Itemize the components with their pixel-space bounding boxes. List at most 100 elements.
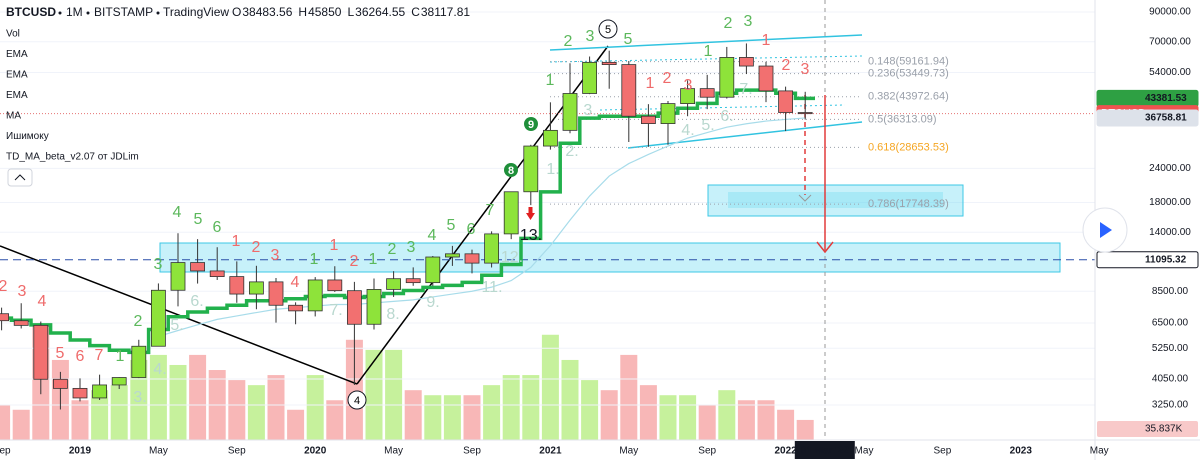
arrow-head: [798, 194, 812, 202]
td-count: 1: [546, 72, 555, 89]
volume-bar: [463, 395, 481, 440]
collapse-button[interactable]: [7, 168, 33, 187]
volume-bar: [600, 390, 618, 440]
candle-body: [523, 145, 539, 193]
price-badge-label: 36758.81: [1145, 113, 1187, 124]
candle-body: [111, 377, 127, 386]
fib-label: 0.382(43972.64): [868, 91, 949, 103]
td-count: 11.: [481, 279, 502, 296]
td-count: 2: [0, 278, 8, 295]
axes-layer: 90000.00 70000.00 54000.00 24000.00 18000.00…: [0, 7, 1199, 459]
td-count: 1: [646, 75, 655, 92]
source: TradingView: [163, 5, 229, 19]
candle-body: [366, 289, 382, 325]
volume-bar: [737, 400, 755, 440]
td-count: 8.: [386, 306, 399, 323]
td-count: 6.: [720, 108, 733, 125]
candle-body: [484, 233, 500, 264]
td-count: 7.: [329, 302, 342, 319]
candle-body: [0, 313, 9, 322]
exchange: BITSTAMP: [94, 5, 153, 19]
td-count: 1: [762, 32, 771, 49]
volume-bar: [522, 375, 540, 440]
wave-label: 4: [354, 395, 360, 407]
volume-bar: [404, 390, 422, 440]
y-tick-label: 5250.00: [1152, 343, 1189, 354]
x-tick-label: May: [855, 446, 874, 457]
td-count: 2: [724, 15, 733, 32]
volume-bar: [247, 385, 265, 440]
x-tick-label: Sep: [228, 446, 246, 457]
volume-bar: [777, 409, 795, 440]
td-count: 3: [407, 239, 416, 256]
td-count: 6: [467, 221, 476, 238]
candle-body: [288, 304, 304, 312]
td-count: 7.: [739, 81, 752, 98]
td-count: 3: [271, 247, 280, 264]
td-count: 2: [782, 57, 791, 74]
price-badge-label: 43381.53: [1145, 93, 1187, 104]
volume-bar: [541, 334, 559, 440]
candle-body: [209, 270, 225, 277]
candle-body: [464, 253, 480, 264]
td-count: 2: [663, 70, 672, 87]
x-tick-label: 2022: [774, 446, 797, 457]
td-count: 6: [213, 219, 222, 236]
td-count: 1: [116, 348, 125, 365]
td-count: 9.: [426, 294, 439, 311]
td-count: 2: [388, 241, 397, 258]
price-badge: [1096, 251, 1199, 269]
ohlc-value: 38483.56: [242, 5, 292, 19]
candle-body: [739, 57, 754, 67]
x-tick-label: 2023: [1010, 446, 1033, 457]
td-count: 1: [704, 43, 713, 60]
td-count: 3.: [583, 102, 596, 119]
volume-bar: [0, 404, 11, 440]
x-tick-label: ep: [0, 446, 11, 457]
volume-bar: [326, 400, 344, 440]
support-zone: [159, 242, 1061, 273]
candle-body: [53, 378, 68, 389]
td-count: 3: [18, 283, 27, 300]
ohlc-legend: O 38483.56 H 45850 L 36264.55 C 38117.81: [232, 5, 470, 19]
y-tick-label: 54000.00: [1149, 67, 1191, 78]
td-count: 5.: [170, 317, 183, 334]
volume-bar: [345, 339, 363, 440]
volume-bar: [424, 395, 442, 440]
volume-bar: [110, 385, 128, 440]
td-count: 3: [684, 77, 693, 94]
td-count: 3: [801, 61, 810, 78]
td-count: 2.: [565, 143, 578, 160]
volume-bar: [189, 354, 207, 440]
td-count: 3: [154, 256, 163, 273]
crosshair-time-badge: [794, 441, 855, 459]
td-count: 1.: [546, 161, 559, 178]
candle-body: [170, 262, 186, 291]
volume-bar: [483, 385, 501, 440]
candle-body: [680, 88, 695, 104]
td-count: 4: [173, 204, 182, 221]
candle-body: [621, 64, 637, 117]
target-zone: [707, 184, 964, 217]
td-count: 3.: [133, 389, 146, 406]
y-tick-label: 6500.00: [1152, 318, 1189, 329]
volume-bar: [718, 390, 736, 440]
play-icon: [1100, 222, 1112, 238]
x-tick-label: Sep: [934, 446, 952, 457]
channel-line: [599, 104, 846, 111]
y-tick-label: 4050.00: [1152, 374, 1189, 385]
x-tick-label: 2021: [539, 446, 562, 457]
td-count: 3: [744, 13, 753, 30]
td-count: 5: [624, 31, 633, 48]
sell-arrow: [528, 207, 533, 214]
volume-bar: [169, 364, 187, 440]
candle-body: [425, 256, 441, 284]
td-count: 4: [38, 293, 47, 310]
volume-bar: [91, 390, 109, 440]
td-count: 7: [95, 347, 104, 364]
candle-body: [386, 278, 402, 290]
channel-line: [549, 34, 863, 51]
volume-bar: [130, 359, 148, 440]
grid-layer: [0, 11, 1095, 406]
